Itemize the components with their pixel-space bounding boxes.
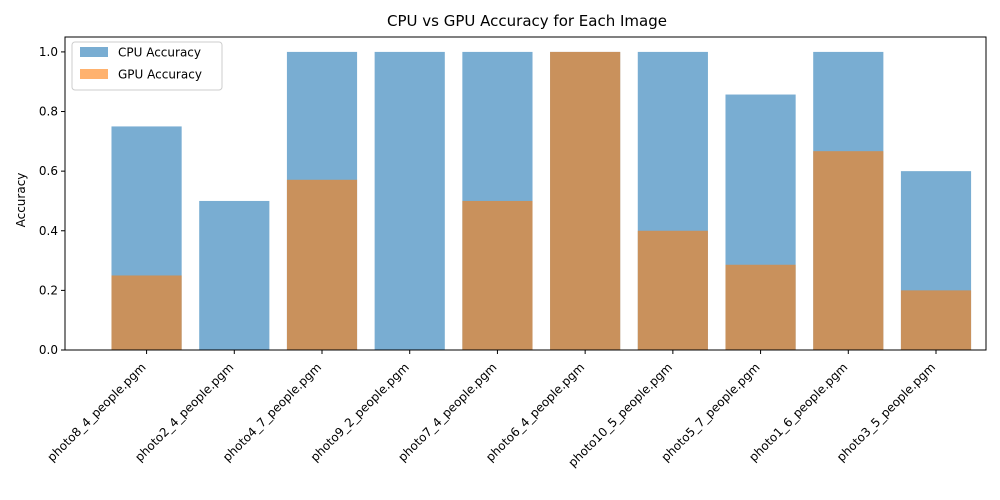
gpu-bar [111, 275, 182, 350]
gpu-bar [550, 51, 621, 351]
x-tick-label: photo9_2_people.pgm [308, 360, 412, 464]
legend-swatch [80, 69, 108, 79]
x-tick-label: photo1_6_people.pgm [746, 360, 850, 464]
y-tick-label: 0.0 [39, 343, 58, 357]
y-tick-label: 0.4 [39, 224, 58, 238]
x-tick-label: photo2_4_people.pgm [132, 360, 236, 464]
y-axis-label: Accuracy [14, 173, 28, 228]
legend-box [71, 41, 223, 91]
x-tick-label: photo3_5_people.pgm [834, 360, 938, 464]
gpu-bar [813, 151, 884, 350]
cpu-bar [199, 200, 270, 350]
legend: CPU Accuracy GPU Accuracy [71, 41, 223, 91]
chart-title: CPU vs GPU Accuracy for Each Image [387, 12, 667, 30]
x-tick-label: photo4_7_people.pgm [220, 360, 324, 464]
gpu-bar [637, 230, 708, 350]
bars-layer [111, 51, 972, 351]
legend-label: CPU Accuracy [118, 46, 201, 60]
x-tick-label: photo6_4_people.pgm [483, 360, 587, 464]
y-tick-label: 0.8 [39, 105, 58, 119]
y-tick-label: 1.0 [39, 45, 58, 59]
y-tick-label: 0.2 [39, 283, 58, 297]
gpu-bar [286, 179, 358, 350]
x-tick-label: photo5_7_people.pgm [659, 360, 763, 464]
cpu-bar [374, 51, 445, 351]
gpu-bar [725, 264, 796, 350]
y-tick-label: 0.6 [39, 164, 58, 178]
legend-swatch [80, 47, 108, 57]
gpu-bar [462, 200, 533, 350]
plot-frame [64, 36, 987, 351]
gpu-bar [900, 290, 972, 350]
x-tick-label: photo7_4_people.pgm [395, 360, 499, 464]
x-tick-label: photo8_4_people.pgm [45, 360, 149, 464]
legend-label: GPU Accuracy [118, 68, 202, 82]
